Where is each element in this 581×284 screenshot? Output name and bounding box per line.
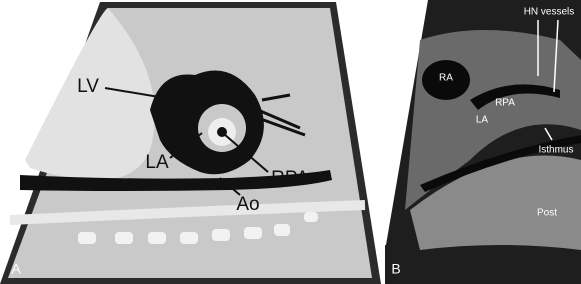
vertebrae xyxy=(78,212,318,244)
vessels xyxy=(257,93,306,137)
tissue xyxy=(410,155,581,250)
spine-line xyxy=(9,200,366,225)
panel-letter: B xyxy=(391,261,400,277)
label: RPA xyxy=(495,98,515,109)
leader xyxy=(219,177,241,196)
label: LA xyxy=(145,152,169,173)
panel-b: Ant RA RPA LA HN vessels Isthmus Post B xyxy=(385,0,581,284)
label: Isthmus xyxy=(538,145,573,156)
label: Post xyxy=(537,208,557,219)
arch xyxy=(470,84,560,110)
label: LV xyxy=(77,76,99,97)
panel-letter: A xyxy=(11,261,21,277)
sector-edge xyxy=(385,0,428,245)
label: Ao xyxy=(236,194,259,215)
leader xyxy=(169,132,203,159)
ra-chamber xyxy=(422,60,470,100)
arrow xyxy=(544,127,553,141)
label: Ant xyxy=(398,39,413,50)
arrow xyxy=(553,19,559,93)
panel-a: LV LA RPA Ao A xyxy=(0,2,381,284)
chest-wall xyxy=(25,8,155,181)
label: HN vessels xyxy=(524,7,575,18)
aorta xyxy=(20,170,332,191)
aorta xyxy=(420,135,581,192)
leader xyxy=(104,87,178,101)
leader xyxy=(223,133,269,173)
label: RA xyxy=(439,73,453,84)
label: LA xyxy=(476,115,489,126)
label: RPA xyxy=(271,168,309,189)
